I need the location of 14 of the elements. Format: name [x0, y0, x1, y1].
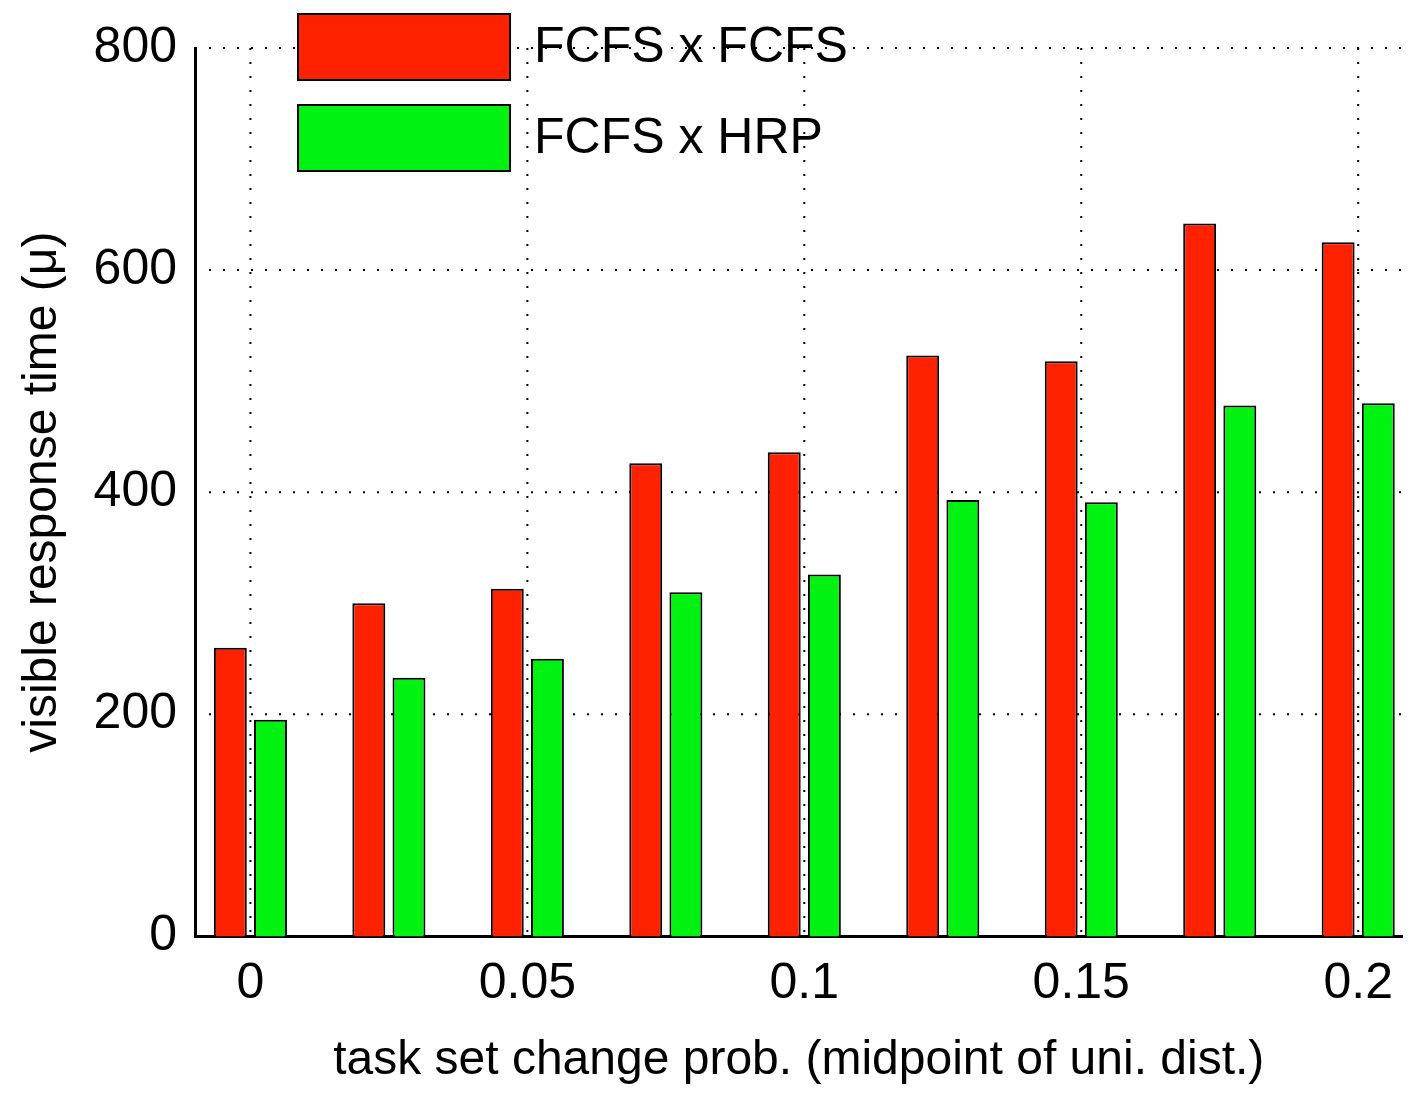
x-tick-label: 0: [236, 953, 265, 1010]
y-tick-label: 800: [93, 16, 178, 73]
x-tick-label: 0.05: [478, 953, 577, 1010]
x-axis-title: task set change prob. (midpoint of uni. dist.): [333, 1031, 1265, 1085]
y-tick-label: 200: [93, 683, 178, 740]
legend-label: FCFS x HRP: [534, 107, 823, 164]
y-tick-label: 400: [93, 460, 178, 517]
y-tick-label: 600: [93, 238, 178, 295]
legend-label: FCFS x FCFS: [534, 16, 848, 73]
x-tick-label: 0.2: [1323, 953, 1393, 1010]
y-tick-label: 0: [149, 905, 178, 962]
x-tick-label: 0.15: [1032, 953, 1130, 1010]
y-axis-title: visible response time (μ): [13, 231, 67, 753]
x-tick-label: 0.1: [769, 953, 840, 1010]
